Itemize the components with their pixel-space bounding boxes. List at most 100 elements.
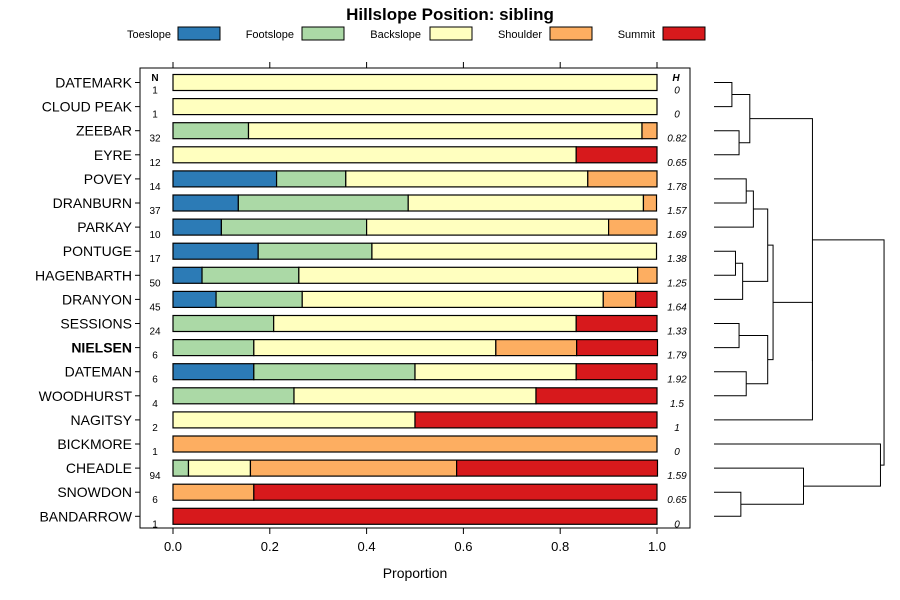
bar-segment-backslope: [172, 411, 416, 429]
n-value: 24: [149, 327, 161, 338]
n-value: 32: [149, 134, 161, 145]
dendrogram-link: [714, 250, 736, 276]
legend-swatch-backslope: [429, 26, 473, 41]
bar-segment-toeslope: [172, 363, 255, 381]
dendrogram-link: [714, 301, 813, 421]
bar-segment-backslope: [371, 242, 658, 260]
bar-segment-summit: [635, 290, 658, 308]
row-hagenbarth: HAGENBARTH 50 1.25: [35, 266, 687, 289]
h-value: 1.78: [667, 182, 687, 193]
row-dranyon: DRANYON 45 1.64: [62, 290, 687, 313]
row-sessions: SESSIONS 24 1.33: [60, 314, 687, 338]
bar-segment-footslope: [172, 339, 255, 357]
row-label: POVEY: [84, 171, 133, 187]
n-value: 2: [152, 423, 158, 434]
bar-segment-shoulder: [642, 194, 658, 212]
bar-segment-summit: [456, 459, 659, 477]
dendrogram-link: [731, 94, 751, 144]
legend-swatch-shoulder: [549, 26, 593, 41]
bar-segment-backslope: [407, 194, 645, 212]
row-nielsen: NIELSEN 6 1.79: [71, 339, 687, 362]
row-zeebar: ZEEBAR 32 0.82: [76, 122, 687, 145]
x-tick-label: 1.0: [648, 539, 666, 554]
legend-label-toeslope: Toeslope: [127, 29, 171, 41]
x-tick-label: 0.6: [454, 539, 472, 554]
h-value: 1.38: [667, 254, 687, 265]
dendrogram-link: [739, 335, 769, 385]
legend: Toeslope Footslope Backslope Shoulder Summit: [127, 26, 706, 41]
row-cloud-peak: CLOUD PEAK 1 0: [42, 97, 680, 121]
bar-segment-shoulder: [607, 218, 658, 236]
n-value: 94: [149, 471, 161, 482]
row-label: SNOWDON: [57, 484, 132, 500]
row-povey: POVEY 14 1.78: [84, 170, 687, 193]
row-label: ZEEBAR: [76, 123, 132, 139]
h-column-header: H: [672, 73, 680, 84]
bar-segment-backslope: [293, 387, 537, 405]
bar-segment-footslope: [215, 290, 303, 308]
n-value: 50: [149, 278, 161, 289]
row-label: EYRE: [94, 147, 132, 163]
bar-segment-backslope: [172, 73, 658, 92]
bar-segment-footslope: [275, 170, 347, 188]
n-column-header: N: [151, 73, 158, 84]
legend-label-shoulder: Shoulder: [498, 29, 542, 41]
bar-segment-backslope: [414, 363, 577, 381]
bar-segment-shoulder: [637, 266, 658, 284]
bar-segment-shoulder: [602, 290, 637, 308]
bar-segment-summit: [575, 146, 658, 164]
legend-label-footslope: Footslope: [246, 29, 294, 41]
legend-swatch-toeslope: [177, 26, 221, 41]
row-label: DATEMARK: [55, 75, 132, 91]
dendrogram-link: [767, 244, 774, 361]
x-axis-label: Proportion: [383, 565, 448, 581]
bar-segment-footslope: [257, 242, 373, 260]
h-value: 1.69: [667, 230, 687, 241]
h-value: 1.5: [670, 399, 684, 410]
row-label: SESSIONS: [60, 316, 132, 332]
bar-segment-backslope: [172, 146, 577, 164]
n-value: 14: [149, 182, 161, 193]
bar-segment-footslope: [172, 314, 275, 333]
bar-segment-shoulder: [587, 170, 658, 188]
row-parkay: PARKAY 10 1.69: [77, 218, 687, 241]
bar-segment-toeslope: [172, 170, 278, 188]
dendrogram: [714, 82, 885, 517]
row-datemark: DATEMARK 1 0: [55, 73, 680, 97]
x-axis: 0.0 0.2 0.4 0.6 0.8 1.0: [164, 62, 666, 554]
n-value: 1: [152, 447, 158, 458]
bar-segment-footslope: [172, 122, 250, 140]
bar-segment-summit: [253, 483, 658, 501]
row-label: NAGITSY: [71, 412, 133, 428]
row-label: DATEMAN: [65, 364, 132, 380]
dendrogram-link: [714, 443, 881, 487]
x-tick-label: 0.2: [261, 539, 279, 554]
bar-segment-shoulder: [249, 459, 458, 477]
bar-segment-toeslope: [172, 290, 217, 308]
h-value: 0.65: [667, 158, 687, 169]
h-value: 0: [674, 519, 680, 530]
h-value: 1.59: [667, 471, 687, 482]
bar-segment-footslope: [237, 194, 409, 212]
row-label: DRANBURN: [53, 195, 132, 211]
n-value: 1: [152, 86, 158, 97]
row-pontuge: PONTUGE 17 1.38: [63, 242, 687, 265]
n-value: 6: [152, 351, 158, 362]
legend-swatch-footslope: [301, 26, 345, 41]
bar-segment-footslope: [220, 218, 368, 236]
bar-segment-shoulder: [172, 435, 658, 453]
bar-segment-summit: [172, 507, 658, 525]
bar-segment-footslope: [201, 266, 300, 284]
row-label: HAGENBARTH: [35, 267, 132, 283]
bar-segment-toeslope: [172, 266, 203, 284]
h-value: 0.82: [667, 134, 687, 145]
n-value: 1: [152, 519, 158, 530]
bar-segment-backslope: [253, 339, 497, 357]
bar-segment-footslope: [172, 459, 190, 477]
row-label: BANDARROW: [39, 508, 132, 524]
row-cheadle: CHEADLE 94 1.59: [66, 459, 687, 482]
bar-segment-summit: [414, 411, 658, 429]
x-tick-label: 0.8: [551, 539, 569, 554]
row-label: DRANYON: [62, 291, 132, 307]
